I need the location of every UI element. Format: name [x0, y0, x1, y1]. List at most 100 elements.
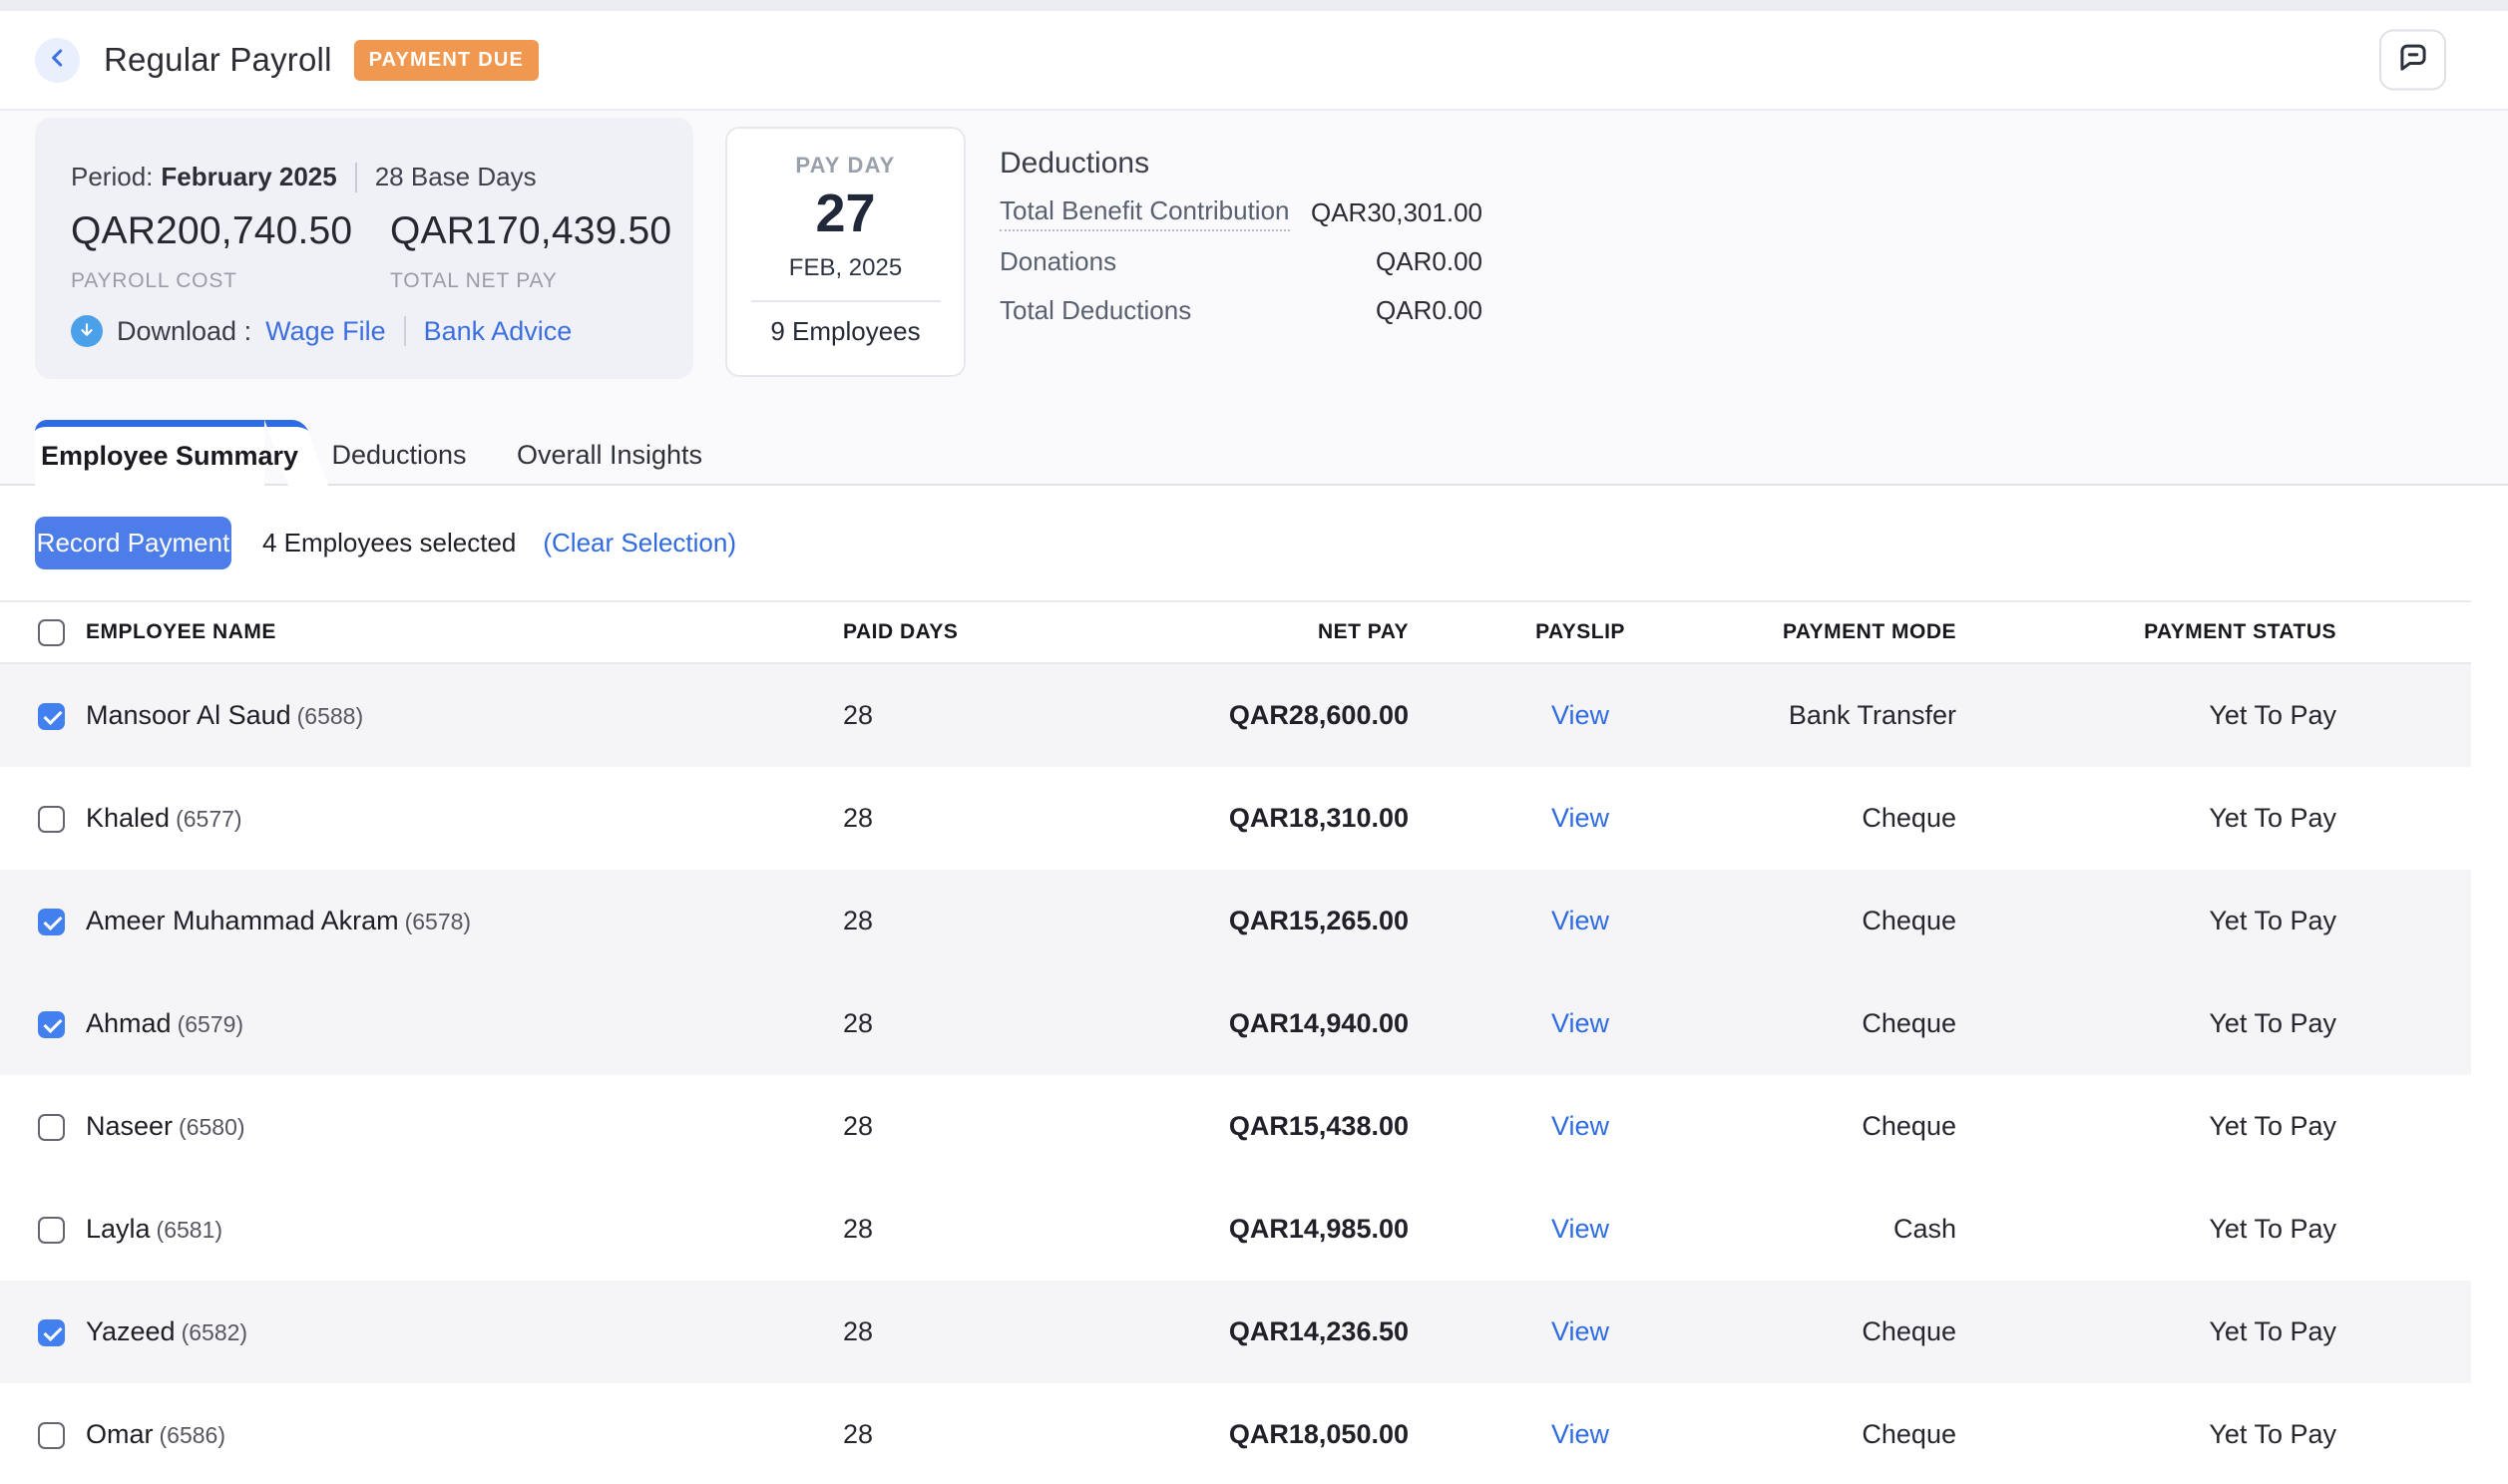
- employee-name-cell: Khaled (6577): [86, 803, 843, 834]
- row-checkbox[interactable]: [38, 1319, 65, 1347]
- tab-strip: Employee Summary Deductions Overall Insi…: [0, 420, 2508, 486]
- employee-id: (6577): [176, 806, 242, 832]
- tab-employee-summary[interactable]: Employee Summary: [35, 420, 329, 486]
- payment-mode-cell: Cheque: [1862, 1111, 1956, 1141]
- col-payment-mode: PAYMENT MODE: [1782, 620, 1956, 643]
- payment-mode-cell: Cheque: [1862, 1008, 1956, 1038]
- payment-status-cell: Yet To Pay: [2209, 1214, 2336, 1244]
- employee-summary-content: Record Payment 4 Employees selected (Cle…: [0, 486, 2508, 1484]
- employee-id: (6586): [159, 1422, 225, 1448]
- employee-name: Omar: [86, 1419, 154, 1449]
- table-row: Yazeed (6582) 28 QAR14,236.50 View Cheque…: [0, 1281, 2471, 1383]
- chevron-left-icon: [45, 45, 71, 76]
- employee-table: EMPLOYEE NAME PAID DAYS NET PAY PAYSLIP …: [0, 600, 2471, 1484]
- deductions-panel: Deductions Total Benefit Contribution QA…: [1000, 147, 1482, 335]
- payment-mode-cell: Cheque: [1862, 1316, 1956, 1346]
- net-pay-cell: QAR14,236.50: [1228, 1316, 1409, 1346]
- select-all-checkbox[interactable]: [38, 618, 65, 646]
- download-label: Download :: [117, 315, 252, 346]
- row-checkbox[interactable]: [38, 703, 65, 731]
- payment-status-cell: Yet To Pay: [2209, 1316, 2336, 1346]
- employee-id: (6588): [296, 703, 364, 729]
- top-strip: [0, 0, 2508, 11]
- donations-label: Donations: [1000, 246, 1117, 276]
- row-checkbox[interactable]: [38, 1217, 65, 1245]
- table-row: Layla (6581) 28 QAR14,985.00 View Cash Ye…: [0, 1178, 2471, 1281]
- app-header: Regular Payroll PAYMENT DUE: [0, 11, 2508, 111]
- payslip-view-link[interactable]: View: [1550, 906, 1610, 935]
- record-payment-button[interactable]: Record Payment: [35, 517, 231, 569]
- page-title: Regular Payroll: [104, 41, 332, 78]
- employee-name: Khaled: [86, 803, 171, 833]
- payslip-view-link[interactable]: View: [1550, 1008, 1610, 1038]
- payment-mode-cell: Cash: [1892, 1214, 1956, 1244]
- employee-id: (6582): [181, 1319, 248, 1345]
- payrun-overview-section: Period: February 2025 28 Base Days QAR20…: [0, 111, 2508, 486]
- payday-label: PAY DAY: [795, 153, 896, 178]
- row-checkbox[interactable]: [38, 806, 65, 834]
- payslip-view-link[interactable]: View: [1550, 1316, 1610, 1346]
- clear-selection-link[interactable]: (Clear Selection): [543, 528, 737, 557]
- divider: [403, 316, 406, 346]
- row-checkbox[interactable]: [38, 1011, 65, 1039]
- total-deductions-value: QAR0.00: [1376, 295, 1482, 325]
- net-pay-cell: QAR15,265.00: [1228, 906, 1409, 935]
- download-icon: [71, 315, 103, 347]
- table-row: Ameer Muhammad Akram (6578) 28 QAR15,265.…: [0, 870, 2471, 972]
- divider: [354, 162, 357, 192]
- paid-days-cell: 28: [843, 700, 874, 730]
- employee-name-cell: Yazeed (6582): [86, 1316, 843, 1347]
- table-row: Naseer (6580) 28 QAR15,438.00 View Cheque…: [0, 1075, 2471, 1178]
- paid-days-cell: 28: [843, 803, 874, 833]
- employee-name: Mansoor Al Saud: [86, 700, 291, 730]
- wage-file-link[interactable]: Wage File: [265, 315, 386, 346]
- payment-status-cell: Yet To Pay: [2209, 700, 2336, 730]
- deduction-row: Total Deductions QAR0.00: [1000, 286, 1482, 335]
- payslip-view-link[interactable]: View: [1550, 1111, 1610, 1141]
- deductions-title: Deductions: [1000, 147, 1150, 180]
- table-row: Ahmad (6579) 28 QAR14,940.00 View Cheque …: [0, 972, 2471, 1075]
- employee-name-cell: Ahmad (6579): [86, 1008, 843, 1039]
- row-checkbox[interactable]: [38, 1114, 65, 1142]
- col-net-pay: NET PAY: [1317, 620, 1409, 643]
- table-body: Mansoor Al Saud (6588) 28 QAR28,600.00 Vi…: [0, 664, 2471, 1484]
- net-pay-cell: QAR18,310.00: [1228, 803, 1409, 833]
- row-checkbox[interactable]: [38, 909, 65, 936]
- payday-day: 27: [815, 184, 876, 243]
- net-pay-cell: QAR28,600.00: [1228, 700, 1409, 730]
- employee-name-cell: Mansoor Al Saud (6588): [86, 700, 843, 731]
- payroll-cost-label: PAYROLL COST: [71, 269, 237, 292]
- col-payment-status: PAYMENT STATUS: [2144, 620, 2336, 643]
- comments-button[interactable]: [2379, 29, 2446, 91]
- payslip-view-link[interactable]: View: [1550, 700, 1610, 730]
- payment-status-cell: Yet To Pay: [2209, 1419, 2336, 1449]
- row-checkbox[interactable]: [38, 1422, 65, 1450]
- total-benefit-contribution-label[interactable]: Total Benefit Contribution: [1000, 195, 1290, 231]
- tab-employee-summary-label: Employee Summary: [40, 441, 299, 471]
- paid-days-cell: 28: [843, 906, 874, 935]
- selected-count-text: 4 Employees selected: [262, 528, 517, 557]
- tab-deductions[interactable]: Deductions: [331, 439, 467, 470]
- net-pay-cell: QAR14,940.00: [1228, 1008, 1409, 1038]
- employee-id: (6581): [156, 1217, 223, 1243]
- payslip-view-link[interactable]: View: [1550, 1214, 1610, 1244]
- back-button[interactable]: [35, 37, 80, 83]
- status-badge: PAYMENT DUE: [353, 39, 540, 81]
- total-deductions-label: Total Deductions: [1000, 295, 1192, 325]
- payment-mode-cell: Bank Transfer: [1788, 700, 1956, 730]
- payslip-view-link[interactable]: View: [1550, 1419, 1610, 1449]
- period-label: Period:: [71, 162, 154, 191]
- paid-days-cell: 28: [843, 1111, 874, 1141]
- employee-name: Ameer Muhammad Akram: [86, 906, 399, 935]
- tab-overall-insights[interactable]: Overall Insights: [516, 439, 703, 470]
- employee-id: (6579): [177, 1011, 244, 1037]
- paid-days-cell: 28: [843, 1008, 874, 1038]
- employee-name: Yazeed: [86, 1316, 176, 1346]
- paid-days-cell: 28: [843, 1214, 874, 1244]
- employee-id: (6580): [179, 1114, 245, 1140]
- bank-advice-link[interactable]: Bank Advice: [423, 315, 573, 346]
- net-pay-cell: QAR14,985.00: [1228, 1214, 1409, 1244]
- comment-bubble-icon: [2394, 39, 2432, 82]
- employee-name: Layla: [86, 1214, 151, 1244]
- payslip-view-link[interactable]: View: [1550, 803, 1610, 833]
